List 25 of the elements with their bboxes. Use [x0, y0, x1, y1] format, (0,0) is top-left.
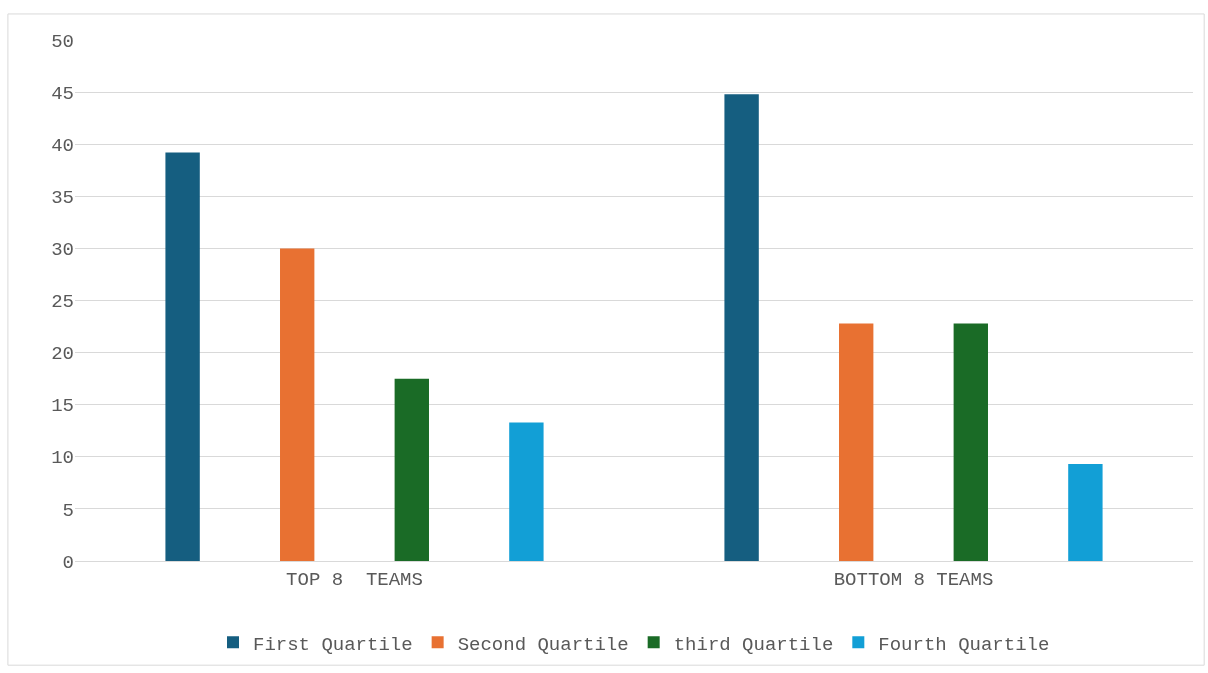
bar [165, 152, 200, 561]
y-tick-label: 25 [51, 291, 74, 314]
bar [1068, 464, 1103, 561]
legend-label: Second Quartile [457, 633, 629, 656]
x-tick-label: BOTTOM 8 TEAMS [833, 568, 994, 591]
bar [839, 323, 874, 561]
bar [509, 422, 544, 561]
legend-label: First Quartile [253, 633, 413, 656]
x-tick-label: TOP 8 TEAMS [286, 568, 423, 591]
legend-label: Fourth Quartile [878, 633, 1050, 656]
bar [724, 94, 759, 561]
y-tick-label: 35 [51, 186, 74, 209]
y-tick-label: 0 [62, 551, 74, 574]
y-tick-label: 30 [51, 239, 74, 262]
y-tick-label: 20 [51, 343, 74, 366]
bar [394, 378, 429, 561]
bar [953, 323, 988, 561]
bar [280, 248, 315, 561]
y-tick-label: 45 [51, 82, 74, 105]
legend-label: third Quartile [673, 633, 834, 656]
y-tick-label: 15 [51, 395, 74, 418]
y-tick-label: 50 [51, 30, 74, 53]
y-tick-label: 10 [51, 447, 74, 470]
y-tick-label: 5 [62, 499, 74, 522]
y-tick-label: 40 [51, 134, 74, 157]
